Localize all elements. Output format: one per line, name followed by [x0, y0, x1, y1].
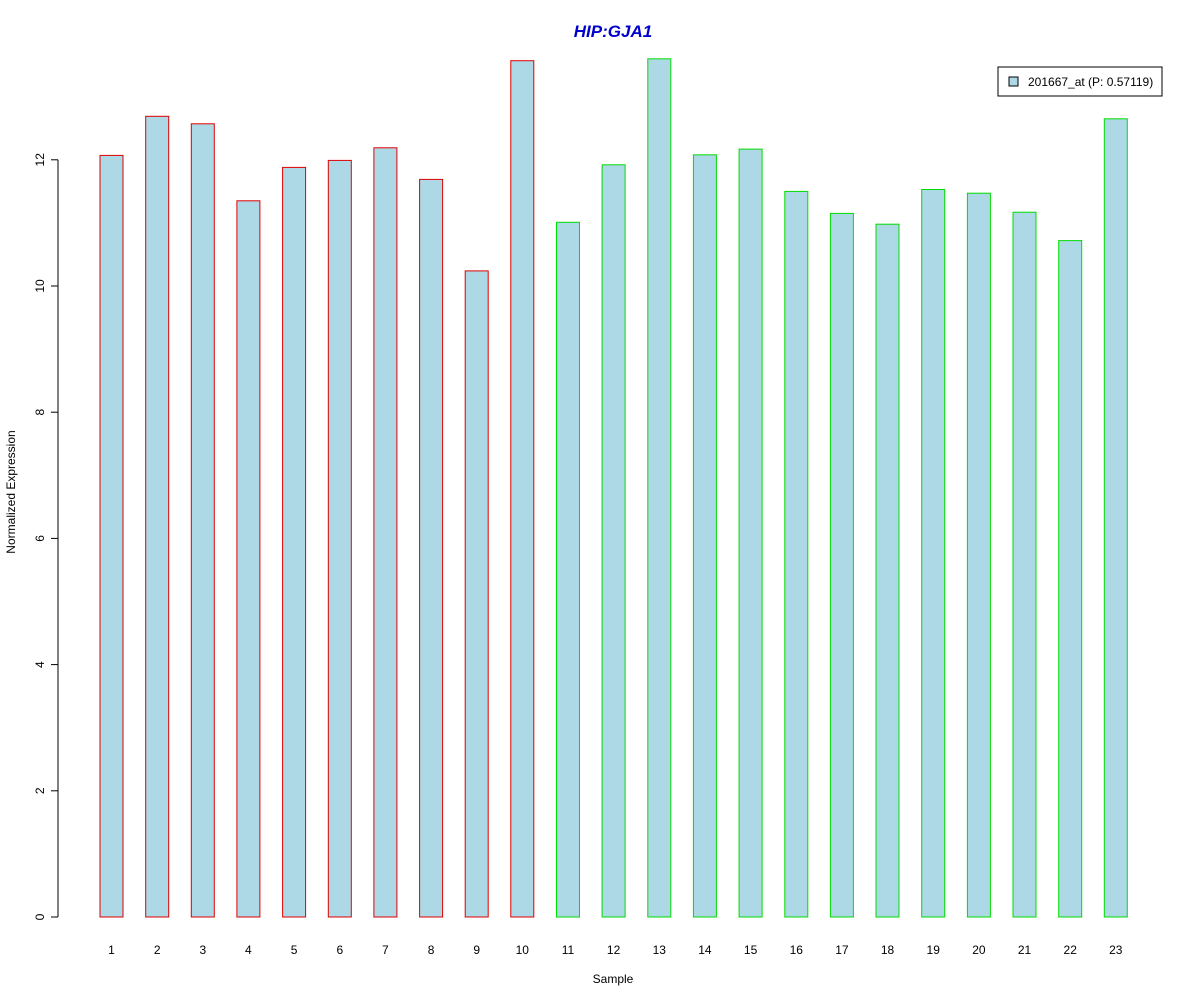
bar-sample-21	[1012, 211, 1037, 918]
y-tick-label: 0	[33, 913, 47, 920]
bars-group	[99, 58, 1128, 918]
x-tick-label: 12	[607, 943, 621, 957]
x-tick-label: 14	[698, 943, 712, 957]
x-tick-label: 4	[245, 943, 252, 957]
bar-sample-14	[692, 154, 717, 918]
y-axis: 0 2 4 6 8 10 12	[33, 153, 59, 920]
bar-sample-2	[145, 115, 170, 918]
x-tick-label: 18	[881, 943, 895, 957]
x-tick-label: 1	[108, 943, 115, 957]
bar-sample-15	[738, 148, 763, 918]
x-tick-label: 7	[382, 943, 389, 957]
legend-label: 201667_at (P: 0.57119)	[1028, 75, 1153, 89]
bar-sample-8	[419, 178, 444, 918]
x-tick-label: 6	[336, 943, 343, 957]
bar-sample-22	[1058, 240, 1083, 918]
x-tick-label: 19	[927, 943, 941, 957]
x-tick-label: 17	[835, 943, 849, 957]
y-tick-label: 4	[33, 661, 47, 668]
bar-sample-7	[373, 147, 398, 918]
x-tick-label: 13	[653, 943, 667, 957]
bar-sample-9	[464, 270, 489, 918]
legend: 201667_at (P: 0.57119)	[997, 66, 1163, 97]
x-tick-label: 23	[1109, 943, 1123, 957]
y-tick-label: 2	[33, 787, 47, 794]
x-tick-label: 11	[562, 943, 575, 957]
x-tick-label: 5	[291, 943, 298, 957]
bar-sample-18	[875, 223, 900, 918]
bar-sample-20	[966, 192, 991, 918]
y-tick-label: 6	[33, 535, 47, 542]
bar-sample-13	[647, 58, 672, 918]
x-tick-label: 16	[790, 943, 804, 957]
bar-sample-19	[921, 189, 946, 918]
x-tick-label: 9	[473, 943, 480, 957]
legend-swatch	[1008, 76, 1019, 87]
x-axis-labels: 1 2 3 4 5 6 7 8 9 10 11 12 13 14 15 16 17 18 19 20 21 22 23	[108, 943, 1123, 957]
x-tick-label: 2	[154, 943, 161, 957]
bar-sample-16	[784, 190, 809, 918]
x-tick-label: 22	[1064, 943, 1078, 957]
chart-title: HIP:GJA1	[574, 22, 652, 41]
legend-box	[997, 66, 1163, 97]
bar-sample-5	[282, 166, 307, 918]
x-tick-label: 8	[428, 943, 435, 957]
x-tick-label: 21	[1018, 943, 1032, 957]
bar-sample-1	[99, 154, 124, 918]
x-axis-title: Sample	[593, 972, 634, 986]
y-tick-label: 10	[33, 279, 47, 293]
bar-sample-6	[327, 159, 352, 918]
bar-sample-11	[556, 221, 580, 918]
x-tick-label: 20	[972, 943, 986, 957]
y-tick-label: 12	[33, 153, 47, 167]
bar-sample-12	[601, 164, 626, 918]
bar-sample-10	[510, 60, 535, 918]
bar-sample-4	[236, 200, 261, 918]
x-tick-label: 10	[516, 943, 530, 957]
bar-sample-3	[190, 123, 215, 918]
x-tick-label: 3	[199, 943, 206, 957]
bar-sample-23	[1103, 118, 1128, 918]
bar-sample-17	[829, 212, 854, 918]
x-tick-label: 15	[744, 943, 758, 957]
y-tick-label: 8	[33, 409, 47, 416]
y-axis-title: Normalized Expression	[4, 430, 18, 553]
